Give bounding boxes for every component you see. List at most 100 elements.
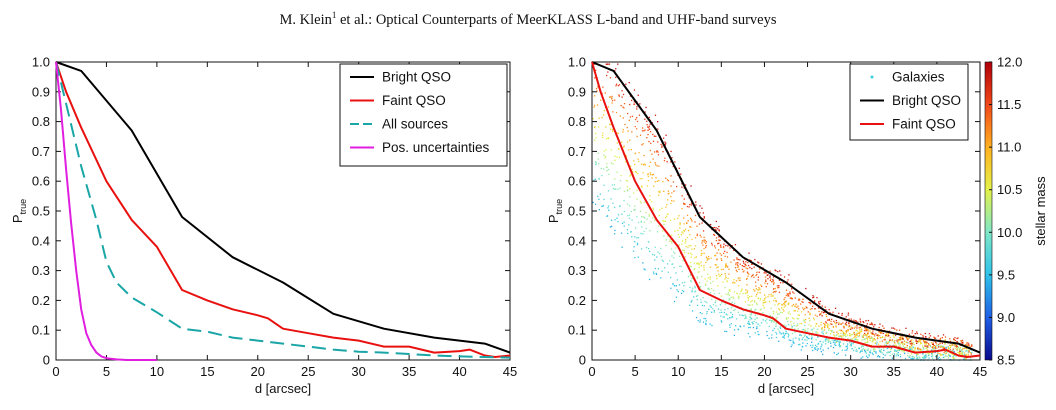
galaxy-point xyxy=(827,347,829,349)
galaxy-point xyxy=(944,350,946,352)
galaxy-point xyxy=(879,350,881,352)
galaxy-point xyxy=(649,250,651,252)
galaxy-point xyxy=(954,344,956,346)
galaxy-point xyxy=(900,339,902,341)
galaxy-point xyxy=(620,104,622,107)
galaxy-point xyxy=(640,248,643,250)
galaxy-point xyxy=(819,300,821,302)
galaxy-point xyxy=(924,345,926,347)
galaxy-point xyxy=(785,330,787,332)
galaxy-point xyxy=(727,245,729,247)
galaxy-point xyxy=(831,329,833,332)
galaxy-point xyxy=(800,303,802,305)
galaxy-point xyxy=(724,287,726,289)
galaxy-point xyxy=(614,229,616,232)
galaxy-point xyxy=(750,308,752,310)
galaxy-point xyxy=(775,323,777,325)
galaxy-point xyxy=(634,241,636,243)
galaxy-point xyxy=(700,265,702,267)
galaxy-point xyxy=(683,285,685,287)
galaxy-point xyxy=(737,266,739,268)
galaxy-point xyxy=(944,353,946,355)
galaxy-point xyxy=(676,279,678,281)
galaxy-point xyxy=(752,323,754,325)
galaxy-point xyxy=(759,268,761,270)
galaxy-point xyxy=(623,103,626,105)
galaxy-point xyxy=(754,258,756,261)
galaxy-point xyxy=(924,342,926,344)
galaxy-point xyxy=(711,242,713,244)
galaxy-point xyxy=(675,272,677,274)
galaxy-point xyxy=(646,185,649,187)
galaxy-point xyxy=(806,342,808,345)
galaxy-point xyxy=(730,317,732,319)
galaxy-point xyxy=(713,234,716,236)
galaxy-point xyxy=(642,143,644,145)
galaxy-point xyxy=(723,252,725,254)
galaxy-point xyxy=(616,156,618,158)
galaxy-point xyxy=(858,327,860,329)
galaxy-point xyxy=(693,248,696,250)
galaxy-point xyxy=(907,338,909,340)
galaxy-point xyxy=(685,240,687,243)
galaxy-point xyxy=(648,116,650,119)
galaxy-point xyxy=(703,247,705,250)
galaxy-point xyxy=(652,209,655,211)
galaxy-point xyxy=(936,343,938,345)
galaxy-point xyxy=(852,332,855,334)
galaxy-point xyxy=(897,350,899,352)
galaxy-point xyxy=(670,175,672,177)
galaxy-point xyxy=(787,320,789,323)
galaxy-point xyxy=(826,338,828,340)
galaxy-point xyxy=(822,332,824,334)
galaxy-point xyxy=(647,173,649,175)
galaxy-point xyxy=(832,341,835,343)
galaxy-point xyxy=(623,199,625,202)
galaxy-point xyxy=(783,303,785,305)
galaxy-point xyxy=(737,258,739,261)
galaxy-point xyxy=(846,346,848,349)
galaxy-point xyxy=(948,353,950,355)
galaxy-point xyxy=(598,177,600,180)
galaxy-point xyxy=(606,170,608,172)
galaxy-point xyxy=(931,349,933,351)
galaxy-point xyxy=(901,350,903,352)
galaxy-point xyxy=(821,344,823,346)
galaxy-point xyxy=(891,327,893,329)
galaxy-point xyxy=(632,250,635,252)
galaxy-point xyxy=(720,295,723,297)
header-affiliation-mark: 1 xyxy=(331,10,337,20)
galaxy-point xyxy=(723,243,725,245)
galaxy-point xyxy=(899,344,901,346)
galaxy-point xyxy=(804,334,806,336)
galaxy-point xyxy=(830,330,832,332)
galaxy-point xyxy=(899,337,901,339)
galaxy-point xyxy=(942,354,944,356)
galaxy-point xyxy=(854,335,856,337)
galaxy-point xyxy=(704,278,706,280)
galaxy-point xyxy=(947,348,950,350)
galaxy-point xyxy=(868,354,870,356)
galaxy-point xyxy=(682,232,684,234)
galaxy-point xyxy=(725,276,727,279)
galaxy-point xyxy=(747,272,749,274)
galaxy-point xyxy=(919,348,922,350)
galaxy-point xyxy=(624,161,627,163)
galaxy-point xyxy=(765,296,767,298)
galaxy-point xyxy=(733,334,735,336)
galaxy-point xyxy=(957,352,960,354)
galaxy-point xyxy=(785,318,788,320)
galaxy-point xyxy=(657,251,659,253)
galaxy-point xyxy=(962,347,964,350)
galaxy-point xyxy=(860,330,863,333)
galaxy-point xyxy=(821,305,823,307)
galaxy-point xyxy=(917,348,919,350)
galaxy-point xyxy=(603,114,605,116)
galaxy-point xyxy=(609,77,612,79)
galaxy-point xyxy=(834,321,836,324)
galaxy-point xyxy=(609,123,611,125)
galaxy-point xyxy=(847,314,849,316)
galaxy-point xyxy=(633,192,635,194)
galaxy-point xyxy=(835,319,837,322)
